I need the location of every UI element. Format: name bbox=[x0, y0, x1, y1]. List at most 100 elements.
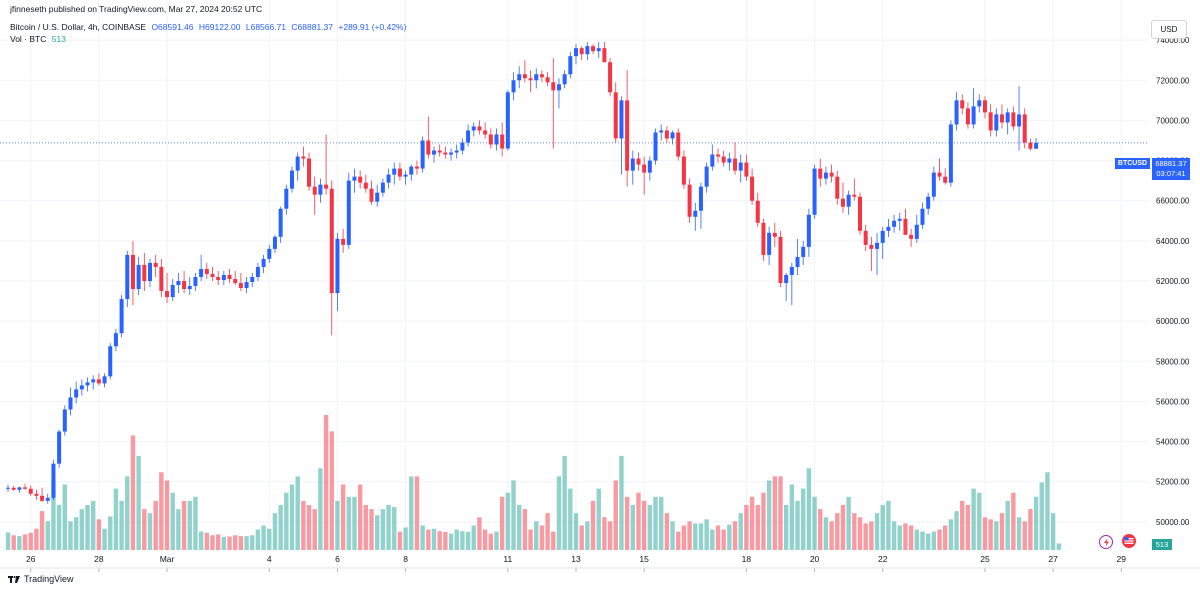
flag-icon[interactable] bbox=[1122, 534, 1136, 548]
candle-body bbox=[630, 158, 635, 171]
volume-value: 513 bbox=[51, 34, 66, 44]
volume-bar bbox=[295, 476, 300, 550]
volume-bar bbox=[607, 521, 613, 550]
volume-bar bbox=[45, 521, 50, 550]
candle-body bbox=[988, 112, 993, 131]
volume-bar bbox=[454, 529, 459, 550]
tradingview-logo-icon[interactable] bbox=[8, 574, 20, 584]
y-tick-label: 56000.00 bbox=[1156, 397, 1190, 406]
y-tick-label: 50000.00 bbox=[1156, 518, 1190, 527]
volume-bar bbox=[312, 509, 317, 550]
volume-bar bbox=[840, 505, 846, 550]
volume-bar bbox=[914, 529, 919, 550]
currency-button[interactable]: USD bbox=[1151, 20, 1187, 39]
candle-body bbox=[954, 100, 959, 125]
candle-body bbox=[914, 224, 919, 239]
candle-body bbox=[471, 126, 476, 131]
volume-bar bbox=[278, 505, 283, 550]
candle-body bbox=[909, 234, 914, 239]
volume-bar bbox=[818, 509, 823, 550]
volume-bar bbox=[823, 517, 829, 550]
candle-body bbox=[221, 274, 226, 281]
high-value: H69122.00 bbox=[198, 22, 241, 32]
volume-bar bbox=[602, 517, 607, 550]
volume-bar bbox=[238, 536, 244, 550]
candle-body bbox=[278, 208, 283, 237]
candle-body bbox=[727, 158, 732, 163]
volume-bar bbox=[727, 524, 732, 550]
volume-bar bbox=[301, 500, 306, 550]
candle-body bbox=[681, 156, 686, 185]
volume-bar bbox=[284, 492, 289, 550]
candle-body bbox=[51, 463, 56, 498]
candle-body bbox=[500, 134, 505, 149]
volume-bar bbox=[210, 535, 215, 550]
candle-body bbox=[74, 389, 79, 398]
volume-bar bbox=[539, 525, 545, 550]
candle-body bbox=[528, 78, 533, 81]
volume-bar bbox=[329, 431, 334, 550]
volume-bar bbox=[255, 529, 261, 550]
volume-bar bbox=[357, 484, 363, 550]
volume-bar bbox=[363, 505, 369, 550]
x-tick-label: 26 bbox=[26, 554, 36, 564]
volume-bar bbox=[1005, 500, 1010, 550]
candle-body bbox=[897, 218, 902, 221]
volume-bar bbox=[250, 535, 255, 550]
volume-bar bbox=[136, 455, 141, 550]
candle-body bbox=[539, 74, 544, 78]
volume-bar bbox=[948, 519, 954, 550]
candle-body bbox=[403, 174, 408, 177]
candle-body bbox=[79, 385, 84, 390]
candle-body bbox=[608, 62, 613, 93]
candle-body bbox=[1034, 142, 1039, 149]
candle-body bbox=[380, 182, 385, 193]
volume-bar bbox=[437, 531, 442, 550]
candle-body bbox=[386, 174, 391, 183]
x-tick-label: 20 bbox=[810, 554, 820, 564]
candle-body bbox=[716, 154, 720, 157]
candle-body bbox=[965, 108, 970, 125]
volume-bar bbox=[846, 496, 851, 550]
candle-body bbox=[57, 431, 62, 464]
candle-body bbox=[460, 142, 465, 151]
volume-bar bbox=[908, 525, 914, 550]
footer-brand[interactable]: TradingView bbox=[24, 574, 74, 584]
volume-bar bbox=[857, 517, 863, 550]
candle-body bbox=[596, 48, 601, 52]
candle-body bbox=[142, 264, 147, 282]
volume-label[interactable]: Vol · BTC bbox=[10, 34, 47, 44]
publish-text: jfinneseth published on TradingView.com,… bbox=[10, 4, 263, 14]
candle-body bbox=[369, 188, 374, 202]
volume-bar bbox=[590, 500, 596, 550]
volume-bar bbox=[39, 511, 45, 550]
chart-grid bbox=[0, 0, 1148, 568]
candle-body bbox=[341, 238, 346, 245]
candle-body bbox=[130, 254, 135, 290]
candle-body bbox=[545, 77, 550, 83]
volume-bar bbox=[954, 511, 959, 550]
time-axis: 26 28 Mar 4 6 8 11 13 15 18 20 22 25 27 29 bbox=[26, 554, 1126, 572]
volume-bar bbox=[965, 505, 971, 550]
candle-body bbox=[693, 210, 698, 217]
volume-bar bbox=[624, 496, 630, 550]
candle-body bbox=[443, 152, 448, 155]
candle-body bbox=[903, 218, 908, 235]
candle-body bbox=[982, 100, 987, 113]
volume-bar bbox=[789, 484, 795, 550]
candle-body bbox=[642, 164, 647, 173]
candle-body bbox=[108, 346, 113, 377]
volume-bar bbox=[772, 476, 777, 550]
candle-body bbox=[761, 222, 766, 255]
volume-bar bbox=[977, 492, 982, 550]
volume-bar bbox=[426, 529, 431, 550]
y-tick-label: 54000.00 bbox=[1156, 438, 1190, 447]
volume-bar bbox=[176, 509, 181, 550]
volume-bar bbox=[1011, 492, 1016, 550]
candle-body bbox=[148, 262, 152, 282]
currency-label: USD bbox=[1160, 25, 1178, 34]
symbol-name[interactable]: Bitcoin / U.S. Dollar, 4h, COINBASE bbox=[10, 22, 147, 32]
lightning-icon[interactable] bbox=[1099, 535, 1113, 549]
candle-body bbox=[329, 188, 334, 294]
